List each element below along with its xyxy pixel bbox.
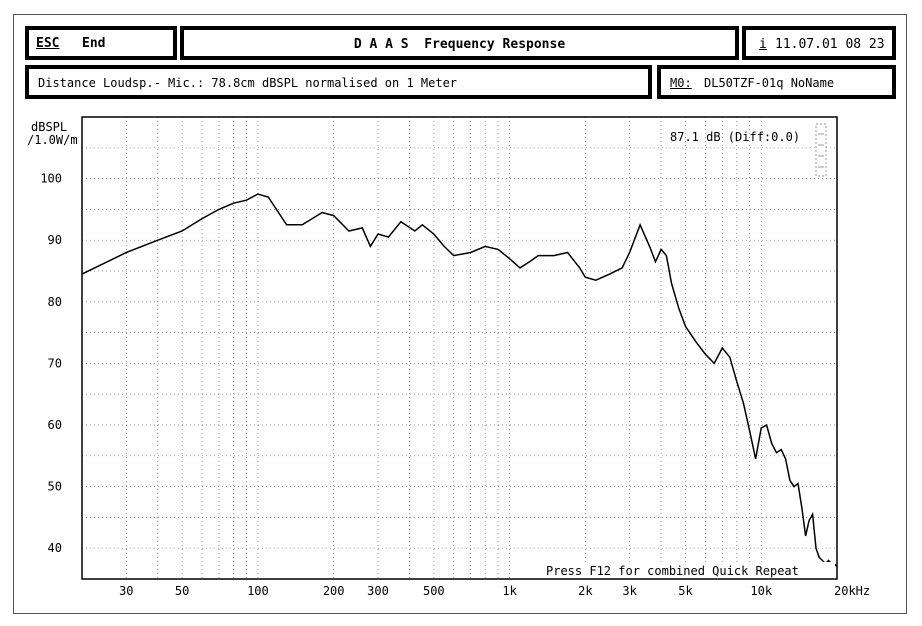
y-axis-label-line1: dBSPL bbox=[31, 120, 67, 134]
y-tick-label: 40 bbox=[48, 541, 62, 555]
x-tick-label: 2k bbox=[578, 584, 593, 598]
info-key: i bbox=[759, 37, 767, 52]
datetime: 11.07.01 08 23 bbox=[775, 37, 885, 52]
y-tick-label: 60 bbox=[48, 418, 62, 432]
y-tick-label: 50 bbox=[48, 480, 62, 494]
x-tick-label: 50 bbox=[175, 584, 189, 598]
x-tick-label: 3k bbox=[622, 584, 637, 598]
y-tick-label: 100 bbox=[40, 172, 62, 186]
model-box[interactable]: M0: DL50TZF-01q NoName bbox=[657, 65, 896, 99]
x-tick-label: 100 bbox=[247, 584, 269, 598]
x-tick-label: 20kHz bbox=[834, 584, 870, 598]
x-tick-label: 30 bbox=[119, 584, 133, 598]
esc-key: ESC bbox=[36, 36, 60, 51]
esc-end-button[interactable]: ESC End bbox=[25, 26, 177, 60]
y-tick-label: 90 bbox=[48, 233, 62, 247]
window-frame bbox=[13, 14, 907, 614]
x-tick-label: 10k bbox=[750, 584, 772, 598]
x-tick-label: 500 bbox=[423, 584, 445, 598]
x-tick-label: 5k bbox=[678, 584, 693, 598]
model-value: DL50TZF-01q NoName bbox=[704, 76, 835, 90]
x-tick-label: 300 bbox=[367, 584, 389, 598]
x-tick-label: 200 bbox=[323, 584, 345, 598]
footer-note-backdrop bbox=[543, 562, 835, 578]
vertical-scale-icon bbox=[815, 123, 827, 177]
esc-label: End bbox=[82, 36, 106, 51]
y-axis-label-line2: /1.0W/m bbox=[27, 133, 78, 147]
info-datetime-button[interactable]: i 11.07.01 08 23 bbox=[742, 26, 896, 60]
page-title: D A A S Frequency Response bbox=[353, 37, 566, 52]
plot-area-border bbox=[81, 116, 838, 580]
model-key: M0: bbox=[670, 76, 692, 90]
distance-info-box: Distance Loudsp.- Mic.: 78.8cm dBSPL nor… bbox=[25, 65, 652, 99]
y-tick-label: 70 bbox=[48, 356, 62, 370]
level-annotation: 87.1 dB (Diff:0.0) bbox=[670, 130, 800, 144]
x-tick-label: 1k bbox=[502, 584, 517, 598]
footer-note: Press F12 for combined Quick Repeat bbox=[546, 564, 799, 578]
title-bar: D A A S Frequency Response bbox=[180, 26, 739, 60]
y-tick-label: 80 bbox=[48, 295, 62, 309]
response-curve bbox=[81, 193, 838, 568]
distance-text: Distance Loudsp.- Mic.: 78.8cm dBSPL nor… bbox=[38, 76, 458, 90]
